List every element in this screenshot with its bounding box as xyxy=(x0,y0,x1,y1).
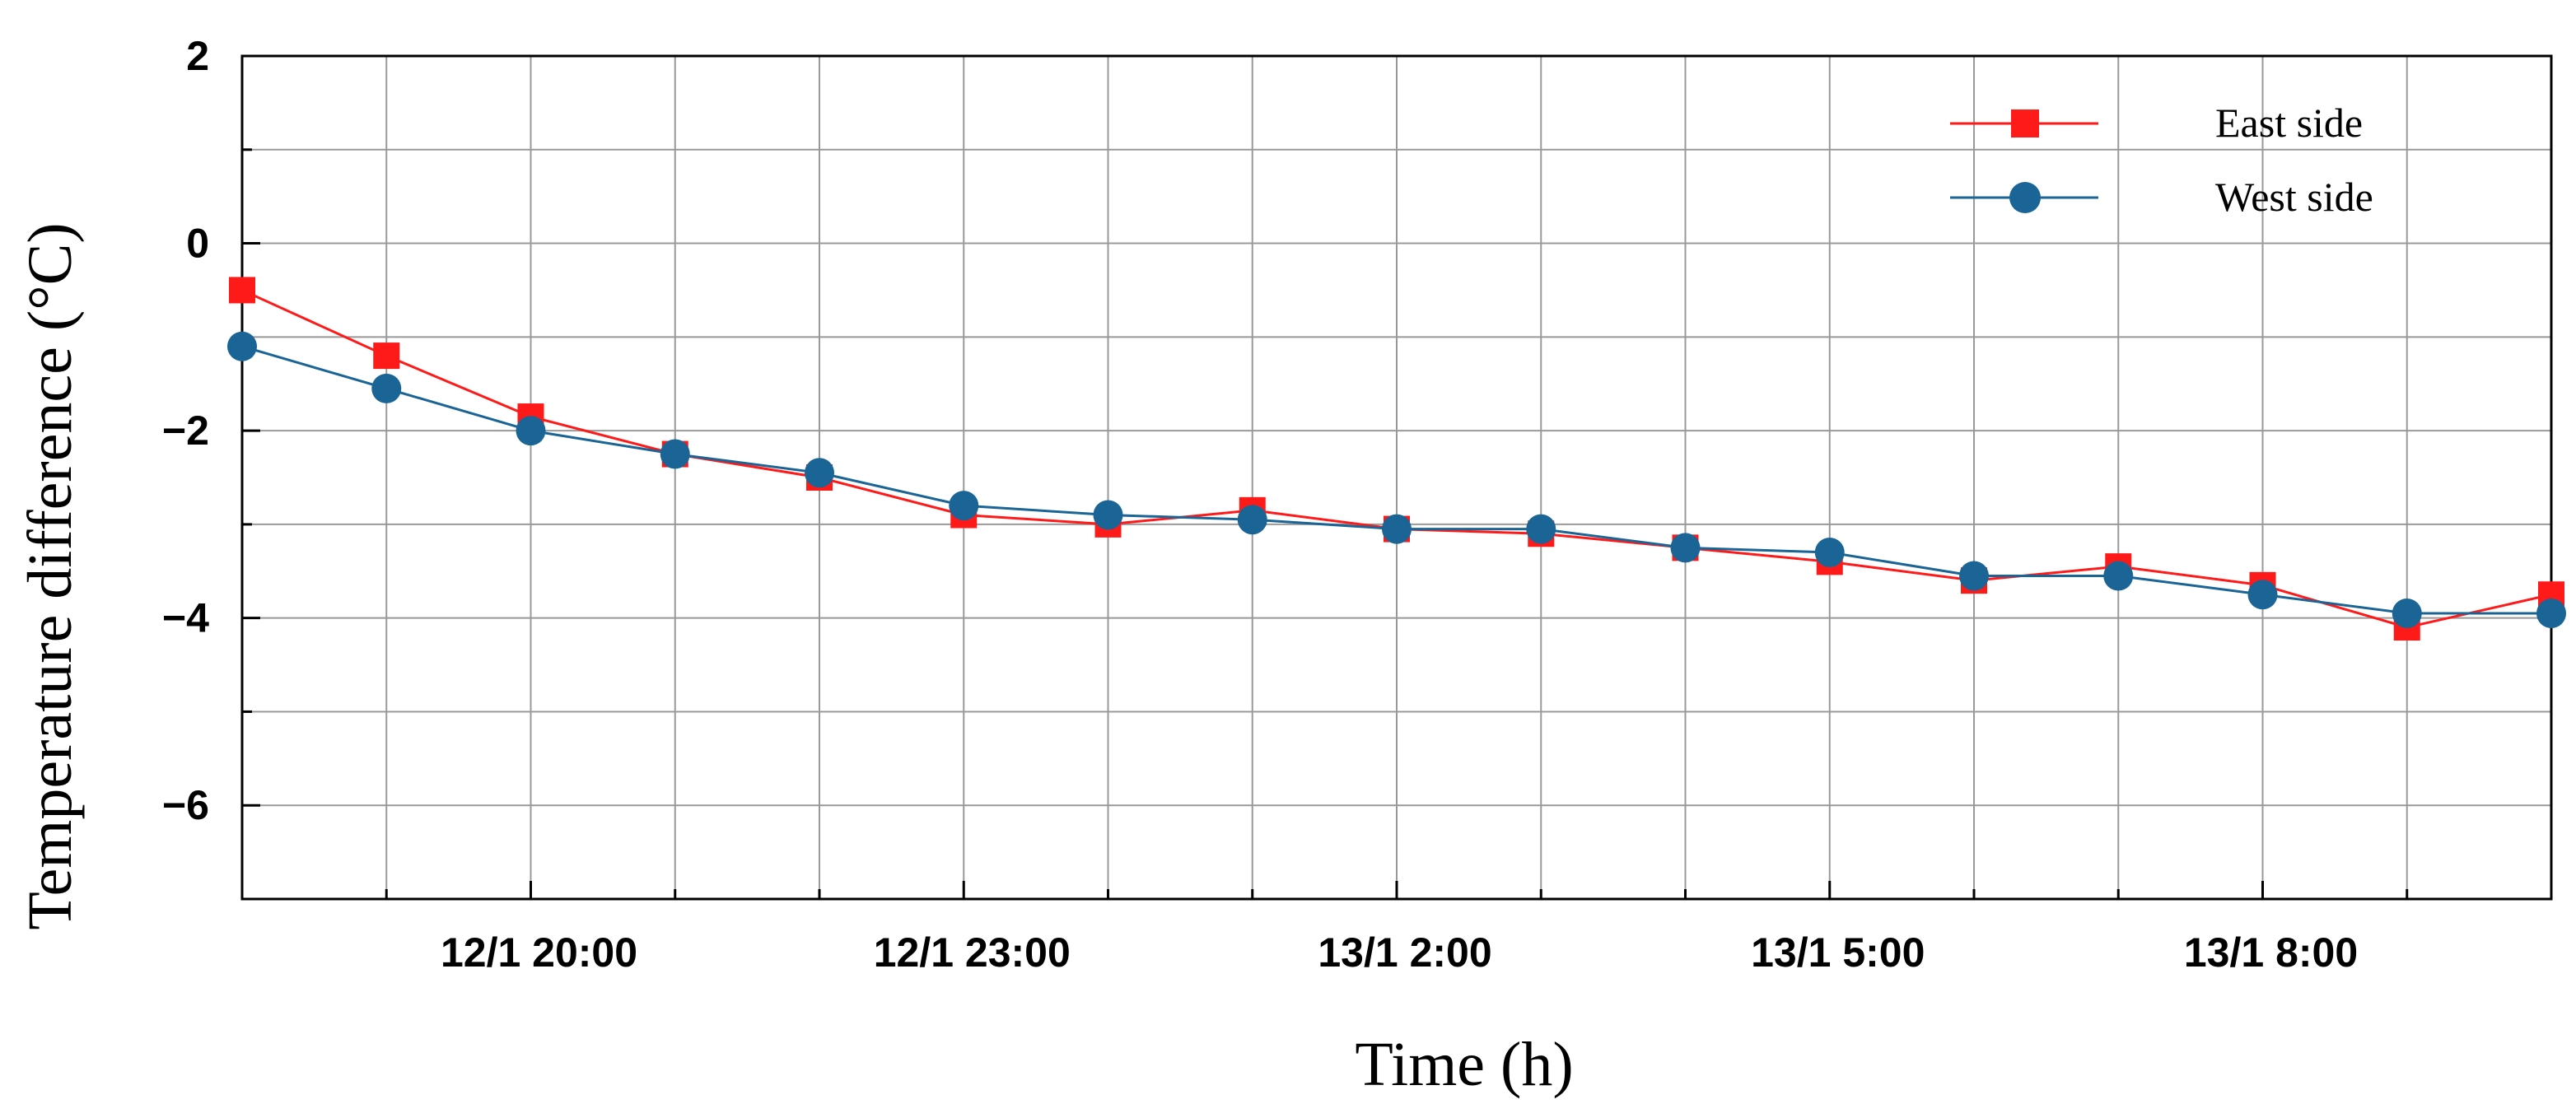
west-side-point xyxy=(2536,598,2566,628)
west-side-series xyxy=(227,331,2566,628)
legend-label-east-side: East side xyxy=(2215,100,2363,146)
west-side-point xyxy=(1670,533,1701,563)
legend-item-east-side: East side xyxy=(1950,100,2363,146)
x-axis-title: Time (h) xyxy=(1355,1030,1573,1099)
west-side-point xyxy=(660,439,690,469)
west-side-point xyxy=(371,373,402,403)
legend-item-west-side: West side xyxy=(1950,174,2373,220)
series-lines xyxy=(227,277,2566,641)
y-tick-label: 0 xyxy=(186,221,209,267)
legend: East side West side xyxy=(1950,100,2373,220)
west-side-point xyxy=(1093,500,1123,530)
x-tick-label: 13/1 5:00 xyxy=(1751,929,1925,976)
axes xyxy=(240,54,2553,901)
y-tick-label: −2 xyxy=(162,408,209,454)
west-side-point xyxy=(1814,538,1845,568)
legend-marker-west-side xyxy=(2009,182,2041,213)
west-side-point xyxy=(227,331,257,361)
x-tick-label: 12/1 20:00 xyxy=(441,929,637,976)
y-tick-label: −6 xyxy=(162,782,209,828)
west-side-point xyxy=(805,458,834,488)
west-side-point xyxy=(949,491,979,521)
x-tick-label: 12/1 23:00 xyxy=(874,929,1071,976)
west-side-point xyxy=(2247,580,2278,610)
west-side-point xyxy=(1237,505,1267,535)
east-side-point xyxy=(229,277,255,304)
west-side-point xyxy=(1526,514,1556,544)
y-tick-label: −4 xyxy=(162,595,209,641)
west-side-point xyxy=(516,416,546,446)
west-side-point xyxy=(2392,598,2422,628)
west-side-point xyxy=(1382,514,1412,544)
west-side-point xyxy=(2103,561,2134,591)
x-tick-label: 13/1 8:00 xyxy=(2184,929,2358,976)
legend-label-west-side: West side xyxy=(2215,174,2373,220)
tick-labels: 2 0 −2 −4 −6 12/1 20:00 12/1 23:00 13/1 2:00 13/… xyxy=(162,33,2358,976)
y-axis-title: Temperature difference (°C) xyxy=(16,222,85,929)
x-tick-label: 13/1 2:00 xyxy=(1318,929,1491,976)
grid-lines xyxy=(242,56,2551,899)
west-side-point xyxy=(1959,561,1989,591)
legend-marker-east-side xyxy=(2011,109,2039,137)
y-tick-label: 2 xyxy=(186,33,209,79)
east-side-point xyxy=(373,342,400,370)
